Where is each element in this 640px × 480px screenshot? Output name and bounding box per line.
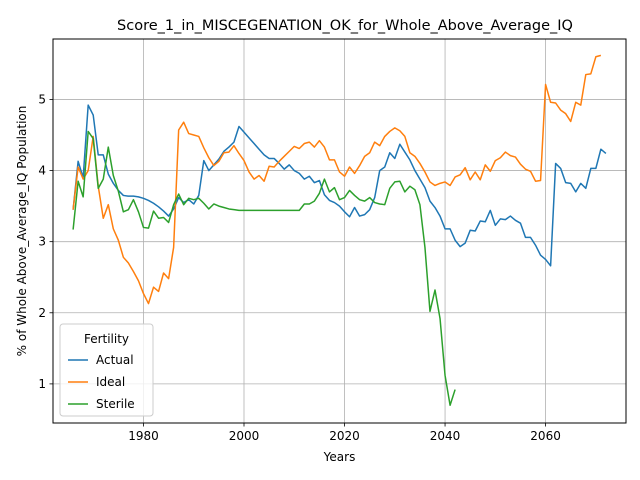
y-tick-label: 3 <box>38 235 46 249</box>
series-line-actual <box>72 104 607 267</box>
plot-frame <box>52 38 627 424</box>
axis-ticks: 1980 2000 2020 2040 2060 1 2 3 4 5 <box>38 92 560 443</box>
x-tick-label: 2040 <box>430 429 461 443</box>
x-tick-label: 2020 <box>329 429 360 443</box>
legend: Fertility Actual Ideal Sterile <box>59 323 154 417</box>
legend-label-sterile: Sterile <box>96 397 135 411</box>
x-tick-label: 2060 <box>530 429 561 443</box>
legend-box <box>59 323 154 417</box>
series-line-ideal <box>72 54 602 305</box>
x-tick-label: 2000 <box>229 429 260 443</box>
grid-lines <box>53 39 626 423</box>
series-line-sterile <box>72 130 456 406</box>
series-lines <box>72 54 607 406</box>
legend-title: Fertility <box>84 332 129 346</box>
chart-title: Score_1_in_MISCEGENATION_OK_for_Whole_Ab… <box>117 18 573 34</box>
legend-label-actual: Actual <box>96 353 134 367</box>
y-tick-label: 5 <box>38 92 46 106</box>
y-tick-label: 1 <box>38 377 46 391</box>
x-tick-label: 1980 <box>128 429 159 443</box>
legend-label-ideal: Ideal <box>96 375 125 389</box>
y-axis-label: % of Whole Above_Average_IQ Population <box>15 106 29 357</box>
y-tick-label: 4 <box>38 164 46 178</box>
x-axis-label: Years <box>323 450 356 464</box>
y-tick-label: 2 <box>38 306 46 320</box>
